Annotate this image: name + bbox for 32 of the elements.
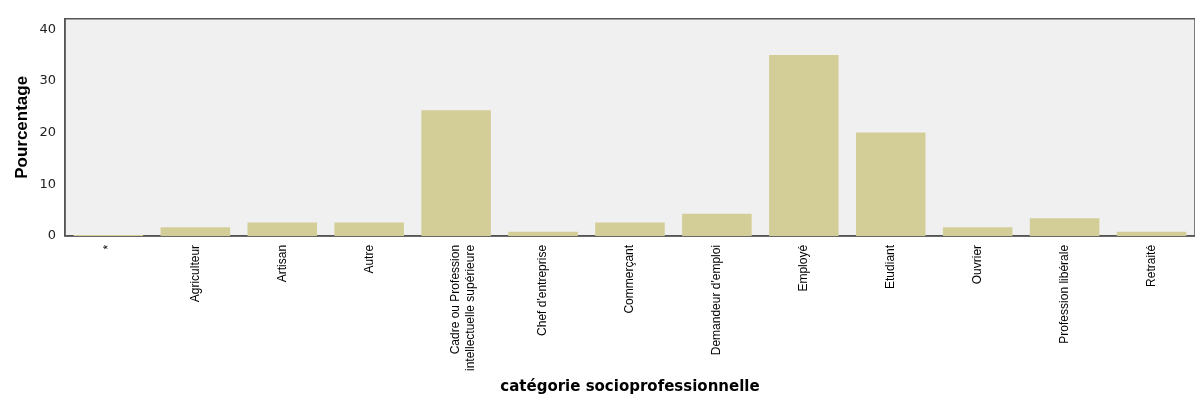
bar <box>855 132 926 236</box>
x-tick-label: Profession libérale <box>1056 244 1071 344</box>
bar <box>1029 218 1100 236</box>
y-axis-title: Pourcentage <box>11 75 31 179</box>
bar <box>160 227 231 236</box>
x-axis-title: catégorie socioprofessionnelle <box>500 376 760 395</box>
bar <box>595 222 665 236</box>
x-tick-label: Cadre ou Profession intellectuelle supérieure <box>448 244 477 371</box>
y-tick-label: 20 <box>39 123 56 139</box>
x-tick-label: Chef d'entreprise <box>535 244 550 336</box>
y-tick-label: 10 <box>39 175 56 191</box>
y-tick-label: 0 <box>47 227 56 243</box>
bar <box>769 54 839 236</box>
x-tick-label: Retraité <box>1143 244 1158 287</box>
bar <box>1116 231 1187 236</box>
bar <box>421 110 491 236</box>
y-tick-label: 30 <box>39 72 56 88</box>
x-tick-label: Artisan <box>274 244 289 283</box>
bar <box>508 231 578 236</box>
bar <box>247 222 318 236</box>
bar <box>942 227 1013 236</box>
x-tick-label: Demandeur d'emploi <box>709 244 724 356</box>
bar <box>682 213 752 236</box>
x-tick-label: Agriculteur <box>187 244 202 303</box>
x-tick-label: Autre <box>361 244 376 274</box>
bar <box>334 222 404 236</box>
x-tick-label: Ouvrier <box>969 244 984 285</box>
y-tick-label: 40 <box>39 20 56 36</box>
x-tick-label: Employé <box>796 244 811 292</box>
x-tick-label: * <box>100 244 115 250</box>
x-tick-label: Etudiant <box>883 244 898 289</box>
x-tick-label: Commerçant <box>622 244 637 314</box>
